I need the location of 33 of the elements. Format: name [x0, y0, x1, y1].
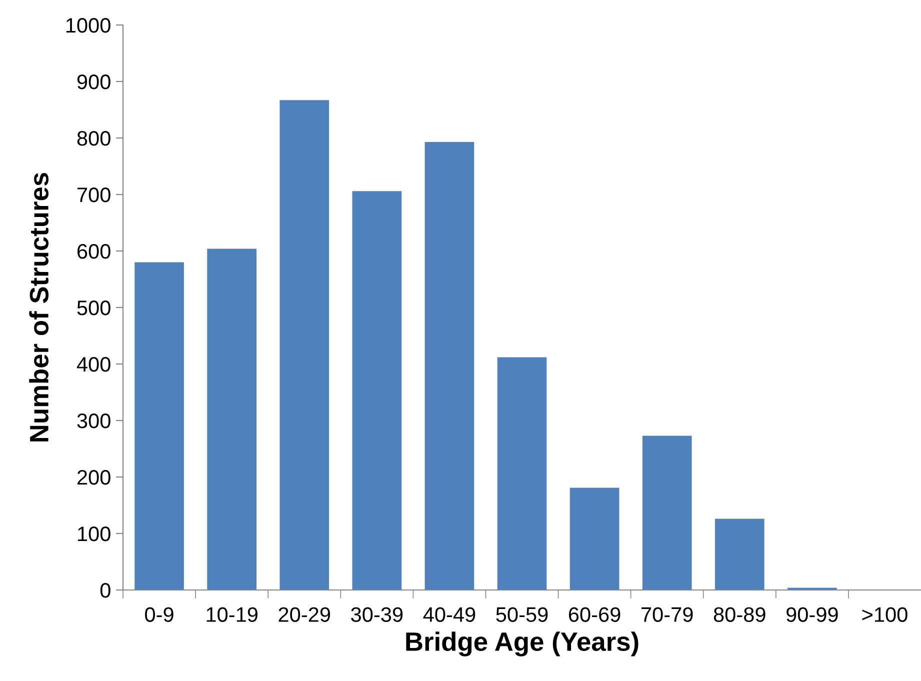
bar: [497, 357, 547, 590]
bar: [134, 262, 184, 590]
x-tick-label: 20-29: [278, 607, 330, 622]
x-tick-label: 30-39: [351, 607, 403, 622]
x-tick-label: 70-79: [642, 607, 693, 622]
y-tick-label: 100: [78, 526, 110, 542]
x-tick-label: 0-9: [145, 607, 174, 622]
y-tick-label: 500: [77, 300, 110, 316]
x-tick-label: 60-69: [568, 607, 620, 622]
bar: [207, 248, 256, 590]
y-axis-title: Number of Structures: [29, 172, 49, 442]
y-tick-label: 1000: [66, 18, 110, 33]
y-tick-label: 900: [77, 74, 110, 90]
x-tick-label: 40-49: [423, 607, 476, 622]
y-tick-label: 600: [77, 244, 110, 259]
bar: [570, 488, 620, 590]
y-tick-label: 300: [77, 414, 110, 428]
y-tick-label: 400: [76, 357, 110, 372]
bar: [642, 436, 692, 590]
y-tick-label: 700: [78, 188, 110, 202]
bar: [280, 100, 330, 590]
bar: [714, 518, 764, 590]
x-tick-label: 50-59: [496, 607, 548, 622]
x-tick-label: >100: [862, 607, 908, 622]
bar: [352, 191, 402, 590]
y-tick-label: 200: [77, 470, 110, 485]
y-tick-label: 800: [77, 131, 110, 146]
x-tick-label: 10-19: [206, 607, 258, 622]
x-tick-label: 90-99: [786, 607, 838, 622]
y-tick-label: 0: [100, 583, 110, 598]
bar: [424, 142, 474, 590]
x-axis-title: Bridge Age (Years): [406, 632, 638, 656]
x-tick-label: 80-89: [714, 607, 766, 622]
